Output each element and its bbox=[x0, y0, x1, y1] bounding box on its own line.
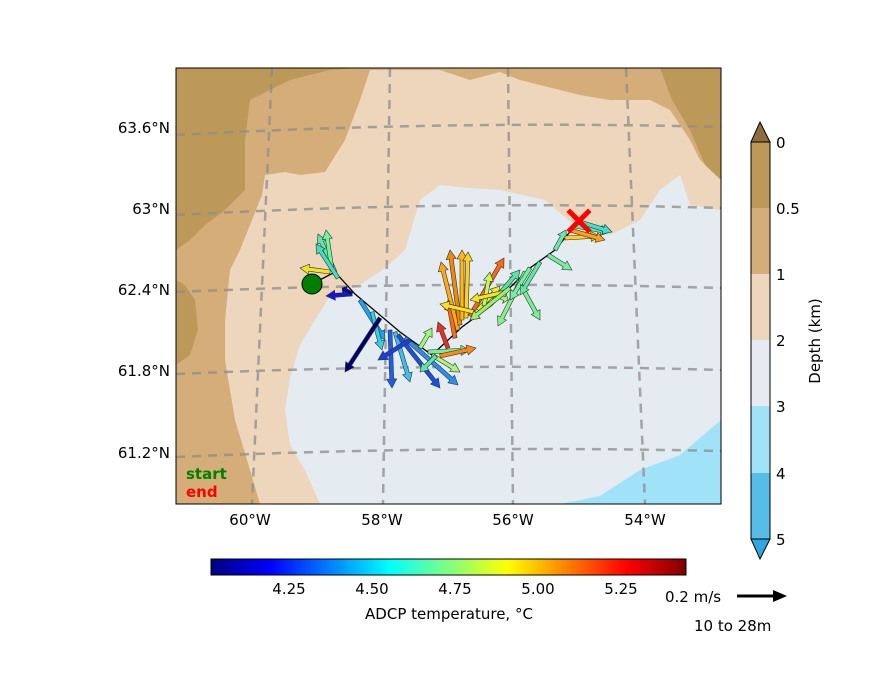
current-arrow bbox=[299, 263, 331, 275]
depth-band bbox=[751, 274, 770, 340]
end-marker bbox=[566, 208, 592, 234]
current-arrow bbox=[436, 321, 451, 350]
meridian-58 bbox=[381, 68, 392, 504]
current-arrow bbox=[417, 327, 433, 350]
quiver-key-depth: 10 to 28m bbox=[694, 617, 771, 635]
lat-label: 62.4°N bbox=[118, 281, 170, 299]
current-arrow bbox=[377, 337, 412, 361]
parallel-62.4 bbox=[176, 283, 721, 294]
depth-tick: 5 bbox=[776, 531, 786, 549]
temperature-tick: 5.00 bbox=[521, 580, 554, 598]
depth-band bbox=[751, 142, 770, 208]
meridian-56 bbox=[506, 68, 515, 504]
map-panel: start end bbox=[176, 68, 721, 504]
current-arrow bbox=[437, 261, 461, 331]
current-arrow bbox=[315, 243, 341, 280]
lat-label: 63.6°N bbox=[118, 119, 170, 137]
depth-tick: 4 bbox=[776, 465, 786, 483]
lat-label: 61.2°N bbox=[118, 444, 170, 462]
temperature-tick: 4.25 bbox=[272, 580, 305, 598]
parallel-63 bbox=[176, 203, 721, 217]
current-arrow bbox=[344, 316, 383, 373]
land-0-0.5km-left bbox=[176, 280, 198, 365]
current-arrow bbox=[469, 285, 512, 321]
latitude-labels: 63.6°N 63°N 62.4°N 61.8°N 61.2°N bbox=[118, 119, 170, 462]
current-arrow bbox=[419, 354, 438, 373]
temperature-colorbar: 4.25 4.50 4.75 5.00 5.25 ADCP temperatur… bbox=[210, 558, 687, 623]
graticule bbox=[176, 68, 721, 504]
depth-colorbar-frame bbox=[750, 141, 771, 540]
parallel-61.2 bbox=[176, 447, 721, 459]
temperature-colorbar-label: ADCP temperature, °C bbox=[365, 605, 533, 623]
current-arrow bbox=[579, 219, 613, 235]
temperature-tick: 5.25 bbox=[604, 580, 637, 598]
legend-end: end bbox=[186, 483, 218, 501]
depth-tick: 2 bbox=[776, 332, 786, 350]
current-arrow bbox=[439, 300, 475, 315]
meridian-60 bbox=[250, 68, 274, 504]
start-marker bbox=[301, 273, 323, 295]
depth-colorbar: 0 0.5 1 2 3 4 5 Depth (km) bbox=[750, 120, 824, 561]
lat-label: 61.8°N bbox=[118, 362, 170, 380]
quiver-key-speed: 0.2 m/s bbox=[665, 588, 721, 606]
temperature-tick: 4.50 bbox=[355, 580, 388, 598]
depth-colorbar-label: Depth (km) bbox=[806, 298, 824, 383]
current-arrow bbox=[546, 252, 573, 271]
lat-label: 63°N bbox=[132, 200, 170, 218]
current-arrow bbox=[519, 260, 543, 296]
depth-band bbox=[751, 208, 770, 274]
depth-tick: 1 bbox=[776, 266, 786, 284]
shelf-1-2km bbox=[176, 68, 721, 504]
depth-band bbox=[751, 340, 770, 406]
current-arrow bbox=[386, 329, 398, 389]
lon-label: 58°W bbox=[361, 511, 403, 529]
deep-water-patch bbox=[560, 420, 721, 504]
temperature-gradient bbox=[210, 558, 687, 576]
legend-start: start bbox=[186, 465, 227, 483]
current-arrow bbox=[369, 311, 385, 351]
meridian-54 bbox=[624, 68, 647, 504]
depth-band bbox=[751, 473, 770, 539]
current-arrow bbox=[430, 352, 461, 373]
quiver-key-arrow-head bbox=[773, 590, 787, 602]
parallel-63.6 bbox=[176, 123, 721, 137]
depth-tick: 0 bbox=[776, 134, 786, 152]
map-frame bbox=[175, 67, 722, 505]
depth-colorbar-bottom-extend bbox=[750, 538, 771, 561]
longitude-labels: 60°W 58°W 56°W 54°W bbox=[229, 511, 666, 529]
current-arrow bbox=[341, 285, 354, 297]
depth-tick: 3 bbox=[776, 398, 786, 416]
land-0-0.5km bbox=[176, 68, 360, 250]
current-arrow bbox=[569, 227, 606, 243]
current-arrows bbox=[299, 219, 613, 389]
depth-band bbox=[751, 406, 770, 473]
land-0-0.5km-top-right bbox=[660, 68, 721, 180]
depth-colorbar-top-extend bbox=[750, 120, 771, 143]
current-arrow bbox=[509, 266, 533, 301]
temperature-tick: 4.75 bbox=[438, 580, 471, 598]
lon-label: 56°W bbox=[492, 511, 534, 529]
lon-label: 60°W bbox=[229, 511, 271, 529]
current-arrow bbox=[552, 229, 567, 252]
lon-label: 54°W bbox=[624, 511, 666, 529]
current-arrow bbox=[439, 344, 477, 359]
quiver-key: 0.2 m/s 10 to 28m bbox=[665, 588, 787, 635]
depth-tick: 0.5 bbox=[776, 200, 800, 218]
